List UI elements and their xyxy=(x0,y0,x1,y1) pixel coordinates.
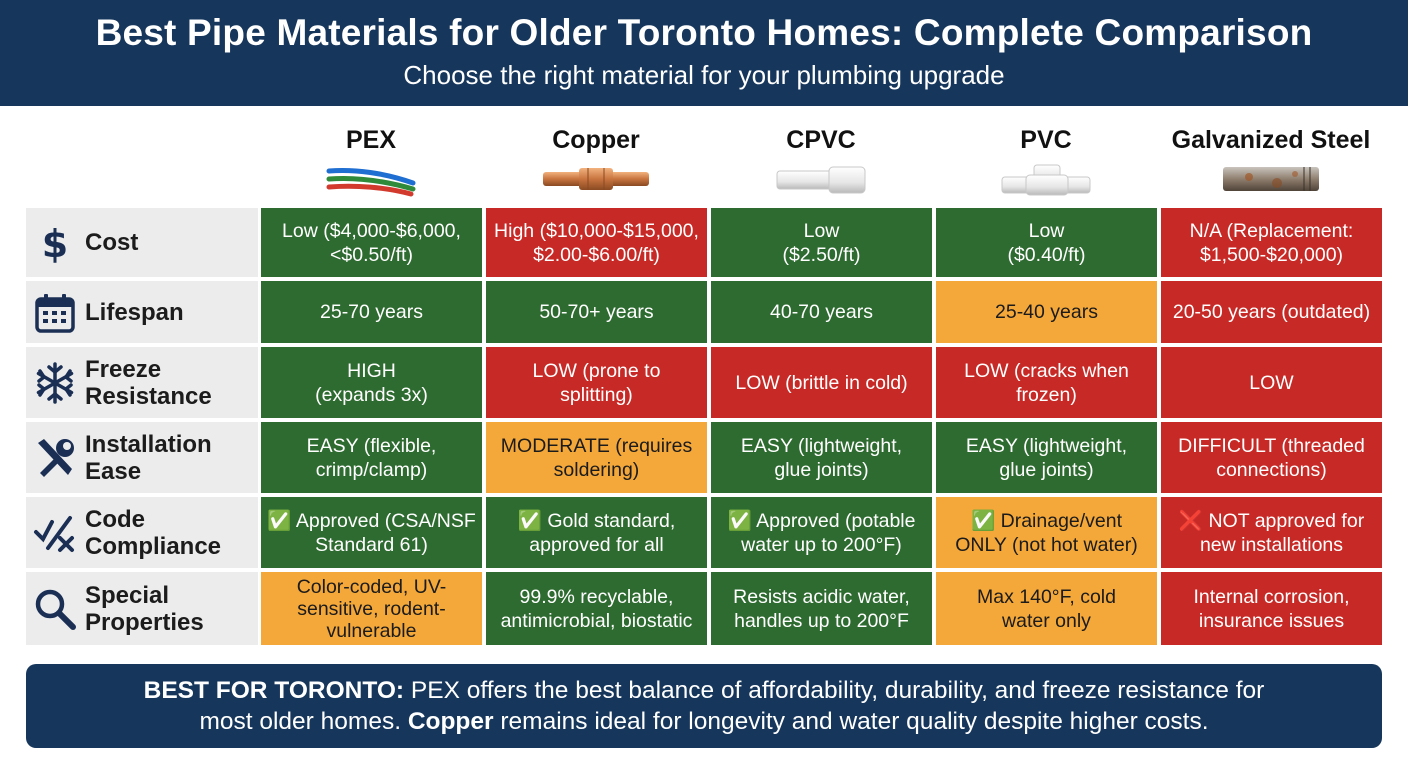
cell-pvc-cost: Low ($0.40/ft) xyxy=(936,208,1157,277)
row-label-code-compliance: Code Compliance xyxy=(26,497,258,568)
page-title: Best Pipe Materials for Older Toronto Ho… xyxy=(95,12,1313,53)
column-header-pex: PEX xyxy=(260,118,482,204)
cpvc-pipe-icon xyxy=(776,166,866,194)
row-label-cost: $ Cost xyxy=(26,208,258,277)
svg-text:$: $ xyxy=(42,222,68,265)
cell-copper-lifespan: 50-70+ years xyxy=(486,281,707,343)
cell-copper-cost: High ($10,000-$15,000, $2.00-$6.00/ft) xyxy=(486,208,707,277)
cell-pvc-special: Max 140°F, cold water only xyxy=(936,572,1157,645)
column-header-copper: Copper xyxy=(485,118,707,204)
cell-pex-code: ✅ Approved (CSA/NSF Standard 61) xyxy=(261,497,482,568)
column-header-cpvc: CPVC xyxy=(710,118,932,204)
row-label-text: Cost xyxy=(85,229,139,256)
row-label-special-properties: Special Properties xyxy=(26,572,258,645)
galvanized-pipe-icon xyxy=(1223,167,1319,191)
cell-copper-special: 99.9% recyclable, antimicrobial, biostati… xyxy=(486,572,707,645)
cell-pvc-code: ✅ Drainage/vent ONLY (not hot water) xyxy=(936,497,1157,568)
cell-galvanized-freeze: LOW xyxy=(1161,347,1382,418)
copper-pipe-icon xyxy=(543,168,649,190)
tools-icon xyxy=(38,439,74,477)
column-name: Copper xyxy=(552,126,640,154)
header-banner: Best Pipe Materials for Older Toronto Ho… xyxy=(0,0,1408,106)
row-label-text: Special Properties xyxy=(85,581,204,636)
cell-cpvc-lifespan: 40-70 years xyxy=(711,281,932,343)
row-label-installation-ease: Installation Ease xyxy=(26,422,258,493)
magnifier-icon xyxy=(35,589,76,630)
recommendation-line-1: BEST FOR TORONTO: PEX offers the best ba… xyxy=(143,677,1265,704)
cell-cpvc-code: ✅ Approved (potable water up to 200°F) xyxy=(711,497,932,568)
cell-pex-freeze: HIGH (expands 3x) xyxy=(261,347,482,418)
column-name: PEX xyxy=(345,126,397,154)
pex-tubes-icon xyxy=(326,168,416,197)
cell-galvanized-special: Internal corrosion, insurance issues xyxy=(1161,572,1382,645)
pvc-tee-icon xyxy=(1001,164,1091,196)
snowflake-icon xyxy=(36,362,74,404)
cell-pvc-freeze: LOW (cracks when frozen) xyxy=(936,347,1157,418)
row-label-lifespan: Lifespan xyxy=(26,281,258,343)
cell-cpvc-installation: EASY (lightweight, glue joints) xyxy=(711,422,932,493)
column-header-galvanized-steel: Galvanized Steel xyxy=(1160,118,1382,204)
cell-cpvc-freeze: LOW (brittle in cold) xyxy=(711,347,932,418)
cell-cpvc-cost: Low ($2.50/ft) xyxy=(711,208,932,277)
cell-pex-installation: EASY (flexible, crimp/clamp) xyxy=(261,422,482,493)
cell-copper-freeze: LOW (prone to splitting) xyxy=(486,347,707,418)
row-label-freeze-resistance: Freeze Resistance xyxy=(26,347,258,418)
cell-galvanized-installation: DIFFICULT (threaded connections) xyxy=(1161,422,1382,493)
page-subtitle: Choose the right material for your plumb… xyxy=(403,60,1005,90)
row-label-text: Code Compliance xyxy=(85,505,222,560)
calendar-icon xyxy=(35,294,75,333)
cell-cpvc-special: Resists acidic water, handles up to 200°F xyxy=(711,572,932,645)
cell-pvc-installation: EASY (lightweight, glue joints) xyxy=(936,422,1157,493)
cell-pex-special: Color-coded, UV-sensitive, rodent-vulner… xyxy=(261,572,482,645)
row-label-text: Installation Ease xyxy=(85,430,212,485)
cell-galvanized-code: ❌ NOT approved for new installations xyxy=(1161,497,1382,568)
check-cross-icon xyxy=(34,516,74,552)
cell-galvanized-cost: N/A (Replacement: $1,500-$20,000) xyxy=(1161,208,1382,277)
cell-pvc-lifespan: 25-40 years xyxy=(936,281,1157,343)
cell-galvanized-lifespan: 20-50 years (outdated) xyxy=(1161,281,1382,343)
column-header-pvc: PVC xyxy=(935,118,1157,204)
row-label-text: Lifespan xyxy=(85,298,184,326)
cell-copper-installation: MODERATE (requires soldering) xyxy=(486,422,707,493)
column-name: PVC xyxy=(1020,126,1072,154)
cell-copper-code: ✅ Gold standard, approved for all xyxy=(486,497,707,568)
row-label-text: Freeze Resistance xyxy=(85,355,212,410)
recommendation-banner: BEST FOR TORONTO: PEX offers the best ba… xyxy=(26,664,1382,748)
dollar-icon: $ xyxy=(42,222,68,265)
cell-pex-lifespan: 25-70 years xyxy=(261,281,482,343)
recommendation-line-2: most older homes. Copper remains ideal f… xyxy=(199,708,1209,735)
column-name: CPVC xyxy=(786,126,856,154)
cell-pex-cost: Low ($4,000-$6,000, <$0.50/ft) xyxy=(261,208,482,277)
column-name: Galvanized Steel xyxy=(1171,126,1371,154)
